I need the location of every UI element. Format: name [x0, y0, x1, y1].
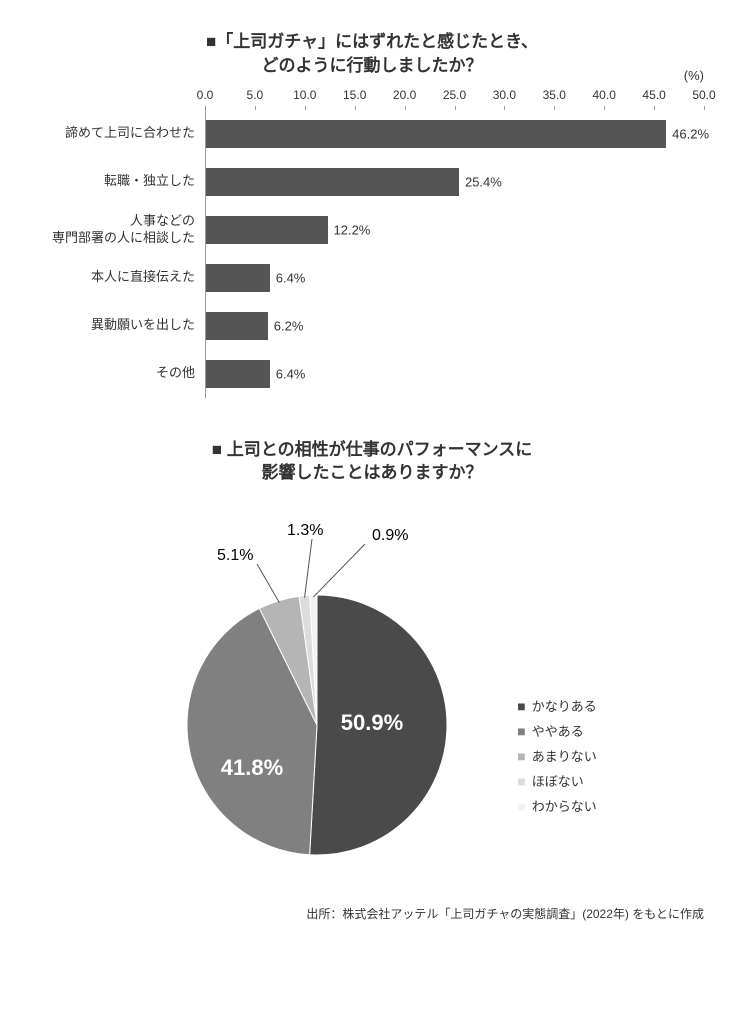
bar-category-label: その他 — [40, 365, 205, 382]
bar: 6.2% — [206, 312, 268, 340]
legend-label: ほぼない — [532, 771, 584, 790]
legend-item: ■ ほぼない — [517, 771, 596, 790]
bar: 46.2% — [206, 120, 666, 148]
legend-marker: ■ — [517, 798, 525, 814]
pie-legend: ■ かなりある ■ ややある ■ あまりない ■ ほぼない ■ わからない — [517, 696, 596, 865]
legend-item: ■ ややある — [517, 721, 596, 740]
bar-category-label: 人事などの専門部署の人に相談した — [40, 213, 205, 247]
bar-row: 諦めて上司に合わせた46.2% — [40, 110, 704, 158]
x-tick-label: 30.0 — [493, 88, 516, 102]
bar-row: 人事などの専門部署の人に相談した12.2% — [40, 206, 704, 254]
x-tick-label: 50.0 — [692, 88, 715, 102]
pie-chart-section: ■ 上司との相性が仕事のパフォーマンスに 影響したことはありますか？ 50.9%… — [40, 438, 704, 866]
bar-chart-section: ■「上司ガチャ」にはずれたと感じたとき、 どのように行動しましたか？ (%) 0… — [40, 30, 704, 398]
x-tick-label: 35.0 — [543, 88, 566, 102]
bar-value-label: 46.2% — [666, 126, 709, 141]
legend-item: ■ わからない — [517, 796, 596, 815]
pie-value-label: 41.8% — [221, 755, 283, 780]
x-tick-label: 45.0 — [642, 88, 665, 102]
bar-title-line1: ■「上司ガチャ」にはずれたと感じたとき、 — [206, 32, 538, 51]
bar-value-label: 6.4% — [270, 366, 306, 381]
pie-title-line1: ■ 上司との相性が仕事のパフォーマンスに — [212, 440, 532, 459]
source-citation: 出所：株式会社アッテル「上司ガチャの実態調査」(2022年) をもとに作成 — [40, 905, 704, 922]
bar-category-label: 諦めて上司に合わせた — [40, 125, 205, 142]
legend-item: ■ あまりない — [517, 746, 596, 765]
bar-row: 本人に直接伝えた6.4% — [40, 254, 704, 302]
pie-value-label: 5.1% — [217, 547, 253, 564]
pie-wrapper: 50.9% 41.8% 5.1% 1.3% 0.9% — [147, 505, 487, 865]
bar: 6.4% — [206, 360, 270, 388]
pie-title-line2: 影響したことはありますか？ — [262, 463, 483, 482]
pie-value-label: 0.9% — [372, 527, 408, 544]
bar-value-label: 25.4% — [459, 174, 502, 189]
x-tick-label: 5.0 — [247, 88, 264, 102]
bar-value-label: 6.2% — [268, 318, 304, 333]
pie-value-label: 50.9% — [341, 710, 403, 735]
bar-row: その他6.4% — [40, 350, 704, 398]
x-tick-label: 0.0 — [197, 88, 214, 102]
bar: 6.4% — [206, 264, 270, 292]
bar-title-line2: どのように行動しましたか？ — [262, 56, 483, 75]
bar: 25.4% — [206, 168, 459, 196]
bar-row: 異動願いを出した6.2% — [40, 302, 704, 350]
legend-label: わからない — [532, 796, 597, 815]
x-tick-label: 10.0 — [293, 88, 316, 102]
x-tick-label: 40.0 — [593, 88, 616, 102]
bar-value-label: 12.2% — [328, 222, 371, 237]
bar-value-label: 6.4% — [270, 270, 306, 285]
bar-chart-title: ■「上司ガチャ」にはずれたと感じたとき、 どのように行動しましたか？ — [40, 30, 704, 78]
legend-marker: ■ — [517, 698, 525, 714]
legend-marker: ■ — [517, 773, 525, 789]
legend-label: あまりない — [532, 746, 597, 765]
legend-marker: ■ — [517, 748, 525, 764]
x-axis: 0.05.010.015.020.025.030.035.040.045.050… — [40, 86, 704, 110]
bar-category-label: 異動願いを出した — [40, 317, 205, 334]
x-tick-label: 25.0 — [443, 88, 466, 102]
bar-category-label: 本人に直接伝えた — [40, 269, 205, 286]
bar-row: 転職・独立した25.4% — [40, 158, 704, 206]
bar-category-label: 転職・独立した — [40, 173, 205, 190]
legend-label: ややある — [532, 721, 584, 740]
pie-chart: 50.9% 41.8% 5.1% 1.3% 0.9% — [147, 505, 487, 865]
bar: 12.2% — [206, 216, 328, 244]
bar-chart: (%) 0.05.010.015.020.025.030.035.040.045… — [40, 86, 704, 398]
x-tick-label: 20.0 — [393, 88, 416, 102]
legend-item: ■ かなりある — [517, 696, 596, 715]
x-tick-label: 15.0 — [343, 88, 366, 102]
pie-value-label: 1.3% — [287, 522, 323, 539]
pie-container: 50.9% 41.8% 5.1% 1.3% 0.9% ■ かなりある ■ ややある ■ あまりない… — [40, 505, 704, 865]
legend-label: かなりある — [532, 696, 597, 715]
axis-unit-label: (%) — [684, 68, 704, 83]
legend-marker: ■ — [517, 723, 525, 739]
pie-chart-title: ■ 上司との相性が仕事のパフォーマンスに 影響したことはありますか？ — [40, 438, 704, 486]
